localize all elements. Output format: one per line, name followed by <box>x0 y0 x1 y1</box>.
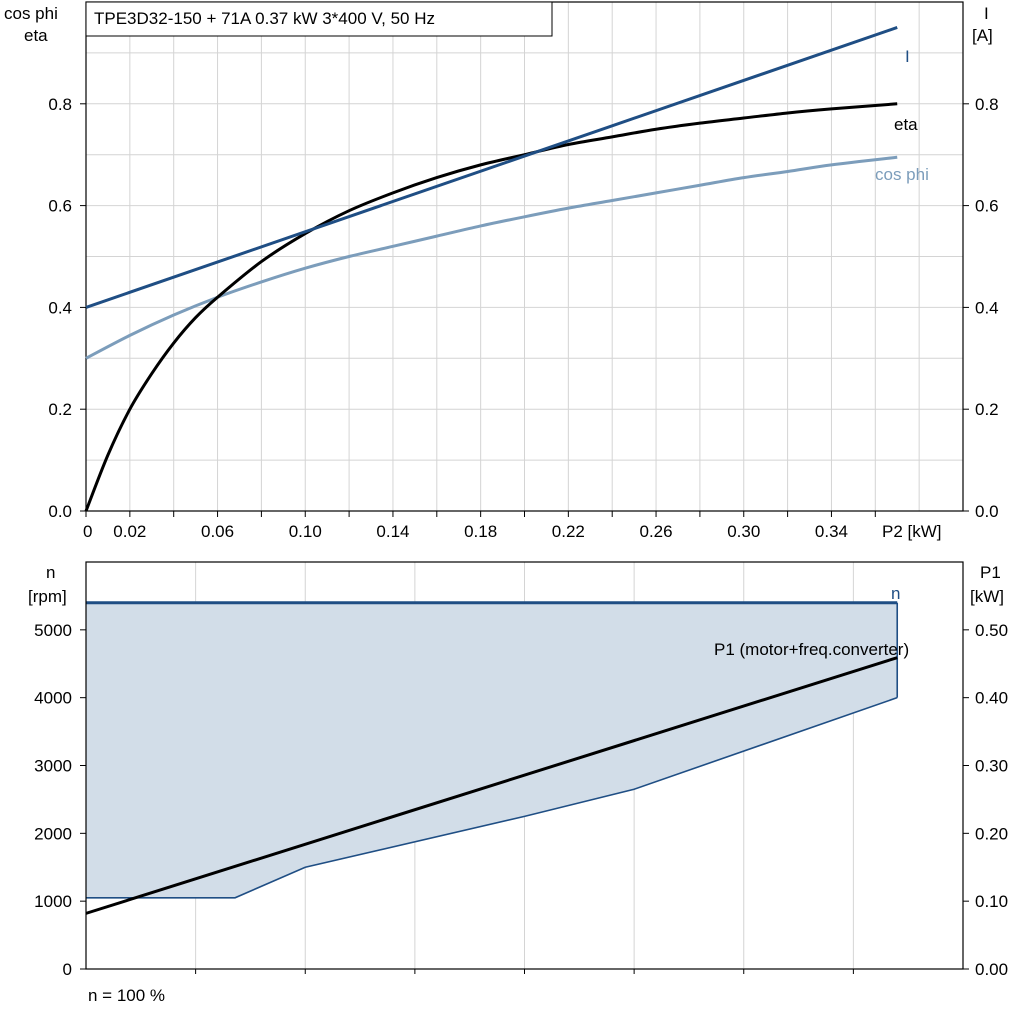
y-right-tick-label: 0.8 <box>975 95 999 114</box>
current-line <box>85 26 898 309</box>
bottom-left-axis-label-2: [rpm] <box>28 587 67 606</box>
n-tick-label: 5000 <box>34 621 72 640</box>
power-factor-curve <box>85 155 898 360</box>
series-label-p1: P1 (motor+freq.converter) <box>714 640 909 659</box>
speed-operating-area <box>86 602 898 898</box>
p1-tick-label: 0.20 <box>975 824 1008 843</box>
top-right-axis-label-2: [A] <box>972 26 993 45</box>
x-tick-label: 0.06 <box>201 522 234 541</box>
bottom-right-axis-label-1: P1 <box>980 563 1001 582</box>
x-tick-label: 0.22 <box>552 522 585 541</box>
chart-title: TPE3D32-150 + 71A 0.37 kW 3*400 V, 50 Hz <box>94 9 435 28</box>
x-tick-label: 0.34 <box>815 522 848 541</box>
n-tick-label: 0 <box>63 960 72 979</box>
p1-tick-label: 0.50 <box>975 621 1008 640</box>
n-tick-label: 3000 <box>34 757 72 776</box>
speed-power-chart: 0 1000 2000 3000 4000 5000 0.00 0.10 0.20 0.30 0.4… <box>28 561 1008 1005</box>
x-tick-label: 0.26 <box>640 522 673 541</box>
p1-tick-label: 0.40 <box>975 689 1008 708</box>
p1-tick-label: 0.00 <box>975 960 1008 979</box>
p1-tick-label: 0.30 <box>975 757 1008 776</box>
n-tick-label: 4000 <box>34 689 72 708</box>
top-left-axis-label-2: eta <box>24 26 48 45</box>
series-label-power-factor: cos phi <box>875 165 929 184</box>
y-right-tick-label: 0.0 <box>975 502 999 521</box>
y-left-tick-label: 0.8 <box>48 95 72 114</box>
x-tick-label: 0.30 <box>727 522 760 541</box>
top-right-axis-label-1: I <box>984 4 989 23</box>
y-left-tick-label: 0.6 <box>48 197 72 216</box>
top-series <box>84 26 898 512</box>
top-ticks: 0 0.02 0.06 0.10 0.14 0.18 0.22 0.26 0.30 0.34 0.0… <box>48 95 998 541</box>
title-box <box>85 1 553 37</box>
series-label-efficiency: eta <box>894 115 918 134</box>
y-left-tick-label: 0.4 <box>48 298 72 317</box>
series-label-speed: n <box>891 584 900 603</box>
bottom-ticks: 0 1000 2000 3000 4000 5000 0.00 0.10 0.20 0.30 0.4… <box>34 621 1008 979</box>
y-right-tick-label: 0.6 <box>975 197 999 216</box>
top-grid <box>86 1 963 511</box>
x-tick-label: 0.02 <box>113 522 146 541</box>
bottom-left-axis-label-1: n <box>46 563 55 582</box>
top-left-axis-label-1: cos phi <box>4 4 58 23</box>
x-tick-label: 0.10 <box>289 522 322 541</box>
x-tick-label: 0.14 <box>376 522 409 541</box>
y-right-tick-label: 0.4 <box>975 298 999 317</box>
x-tick-label: 0 <box>83 522 92 541</box>
bottom-right-axis-label-2: [kW] <box>970 587 1004 606</box>
x-tick-label: 0.18 <box>464 522 497 541</box>
min-speed-line <box>86 696 898 899</box>
y-left-tick-label: 0.0 <box>48 502 72 521</box>
x-axis-unit-label: P2 [kW] <box>882 522 942 541</box>
y-right-tick-label: 0.2 <box>975 400 999 419</box>
electrical-chart: 0 0.02 0.06 0.10 0.14 0.18 0.22 0.26 0.30 0.34 0.0… <box>4 1 999 541</box>
efficiency-curve <box>84 102 898 512</box>
n-tick-label: 1000 <box>34 892 72 911</box>
bottom-series <box>85 601 899 915</box>
p1-line <box>85 656 898 915</box>
footnote: n = 100 % <box>88 986 165 1005</box>
p1-tick-label: 0.10 <box>975 892 1008 911</box>
n-tick-label: 2000 <box>34 824 72 843</box>
y-left-tick-label: 0.2 <box>48 400 72 419</box>
series-label-current: I <box>905 47 910 66</box>
